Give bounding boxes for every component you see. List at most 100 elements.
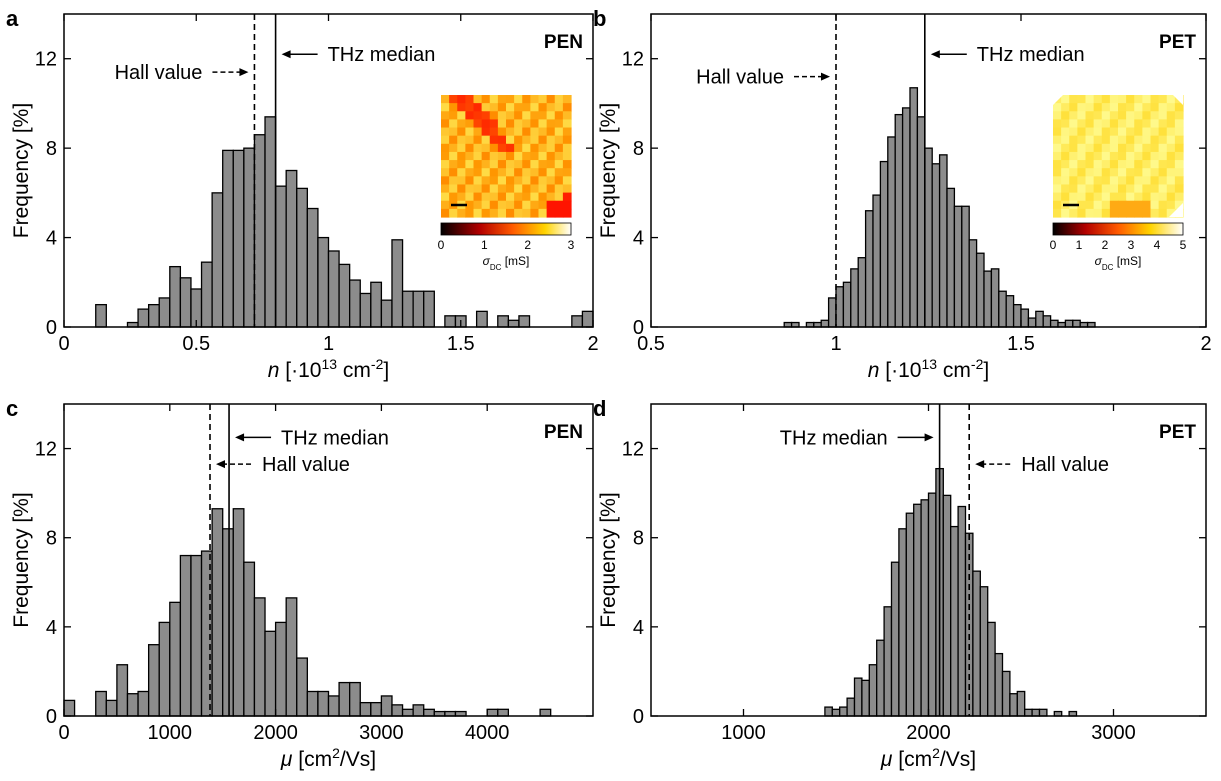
- map-pixel: [457, 208, 466, 218]
- map-pixel: [1093, 103, 1103, 112]
- map-pixel: [538, 192, 548, 202]
- annotation-arrow-head: [235, 433, 245, 442]
- map-pixel: [1093, 119, 1103, 129]
- map-pixel: [1077, 208, 1087, 218]
- histogram-bar: [274, 185, 287, 328]
- histogram-bar: [285, 597, 298, 717]
- map-pixel: [489, 200, 499, 210]
- map-pixel: [546, 168, 556, 177]
- map-pixel: [514, 184, 523, 194]
- map-pixel: [1174, 127, 1184, 137]
- map-pixel: [1093, 95, 1103, 104]
- map-pixel: [562, 119, 572, 129]
- x-axis-label: μ [cm2/Vs]: [280, 745, 376, 771]
- histogram-bar: [872, 194, 882, 328]
- map-pixel: [1077, 103, 1087, 112]
- colorbar-tick-label: 4: [1154, 238, 1161, 252]
- map-corner: [1053, 95, 1063, 105]
- x-axis-label-sup2: -2: [971, 356, 984, 372]
- map-pixel: [1142, 119, 1152, 129]
- map-pixel: [1109, 151, 1119, 161]
- map-pixel: [562, 151, 572, 161]
- material-label: PEN: [544, 422, 583, 443]
- histogram-bar: [475, 310, 488, 328]
- y-tick-label: 0: [633, 317, 644, 339]
- histogram-bar: [927, 492, 937, 717]
- map-pixel: [554, 103, 564, 112]
- map-pixel: [449, 151, 458, 161]
- histogram-bar: [864, 210, 874, 328]
- annotation-arrow-head: [821, 72, 830, 81]
- y-tick-label: 8: [633, 138, 644, 160]
- map-pixel: [1093, 176, 1103, 186]
- map-pixel: [546, 192, 556, 202]
- histogram-bar: [957, 505, 967, 717]
- map-pixel: [554, 143, 564, 153]
- map-pixel: [506, 151, 515, 161]
- map-pixel: [457, 95, 466, 104]
- map-pixel: [1126, 151, 1135, 161]
- map-pixel: [530, 127, 540, 137]
- map-pixel: [465, 103, 475, 112]
- map-pixel: [546, 103, 556, 112]
- map-pixel: [449, 192, 458, 202]
- map-pixel: [538, 200, 548, 210]
- map-pixel: [1142, 192, 1152, 202]
- map-pixel: [497, 95, 507, 104]
- map-pixel: [530, 160, 540, 169]
- map-pixel: [1093, 168, 1103, 177]
- map-pixel: [1134, 208, 1143, 218]
- histogram-bar: [306, 207, 319, 328]
- map-pixel: [465, 95, 475, 104]
- map-pixel: [1158, 143, 1168, 153]
- histogram-bar: [264, 116, 277, 328]
- histogram-bar: [327, 250, 340, 328]
- histogram-bar: [890, 561, 900, 717]
- x-tick-label: 1000: [148, 722, 193, 744]
- histogram-bar: [211, 508, 224, 717]
- histogram-bar: [116, 664, 129, 717]
- map-pixel: [1109, 127, 1119, 137]
- map-pixel: [1077, 168, 1087, 177]
- map-pixel: [1150, 135, 1160, 145]
- map-pixel: [497, 184, 507, 194]
- map-pixel: [1053, 143, 1062, 153]
- annotation-arrow-head: [930, 50, 940, 59]
- map-pixel: [1085, 143, 1095, 153]
- map-pixel: [546, 95, 556, 104]
- histogram-bar: [274, 621, 287, 717]
- map-pixel: [1142, 103, 1152, 112]
- histogram-bar: [827, 297, 837, 328]
- map-pixel: [554, 95, 564, 104]
- histogram-bar: [190, 554, 203, 717]
- map-corner: [1169, 203, 1183, 217]
- annotation-arrow-head: [975, 460, 985, 469]
- histogram-bar: [359, 292, 372, 328]
- histogram-bar: [961, 205, 970, 328]
- histogram-bar: [95, 690, 107, 717]
- map-pixel: [1126, 143, 1135, 153]
- histogram-bar: [1038, 708, 1048, 717]
- map-pixel: [1077, 160, 1087, 169]
- map-pixel: [1166, 111, 1176, 120]
- map-pixel: [497, 168, 507, 177]
- x-axis-label-var: μ: [880, 748, 893, 771]
- map-pixel: [1158, 176, 1168, 186]
- map-pixel: [1158, 119, 1168, 129]
- histogram-bar: [380, 299, 393, 328]
- map-pixel: [1069, 127, 1078, 137]
- x-axis-label-text3: ]: [383, 359, 389, 382]
- map-pixel: [1142, 200, 1152, 210]
- map-pixel: [1085, 111, 1095, 120]
- map-pixel: [1118, 119, 1127, 129]
- histogram-bar: [423, 708, 435, 717]
- map-corner: [1173, 95, 1183, 105]
- map-pixel: [1166, 184, 1176, 194]
- map-pixel: [1166, 151, 1176, 161]
- map-pixel: [530, 192, 540, 202]
- map-pixel: [465, 184, 475, 194]
- map-pixel: [1126, 103, 1135, 112]
- map-pixel: [1093, 135, 1103, 145]
- map-pixel: [530, 95, 540, 104]
- map-pixel: [441, 176, 450, 186]
